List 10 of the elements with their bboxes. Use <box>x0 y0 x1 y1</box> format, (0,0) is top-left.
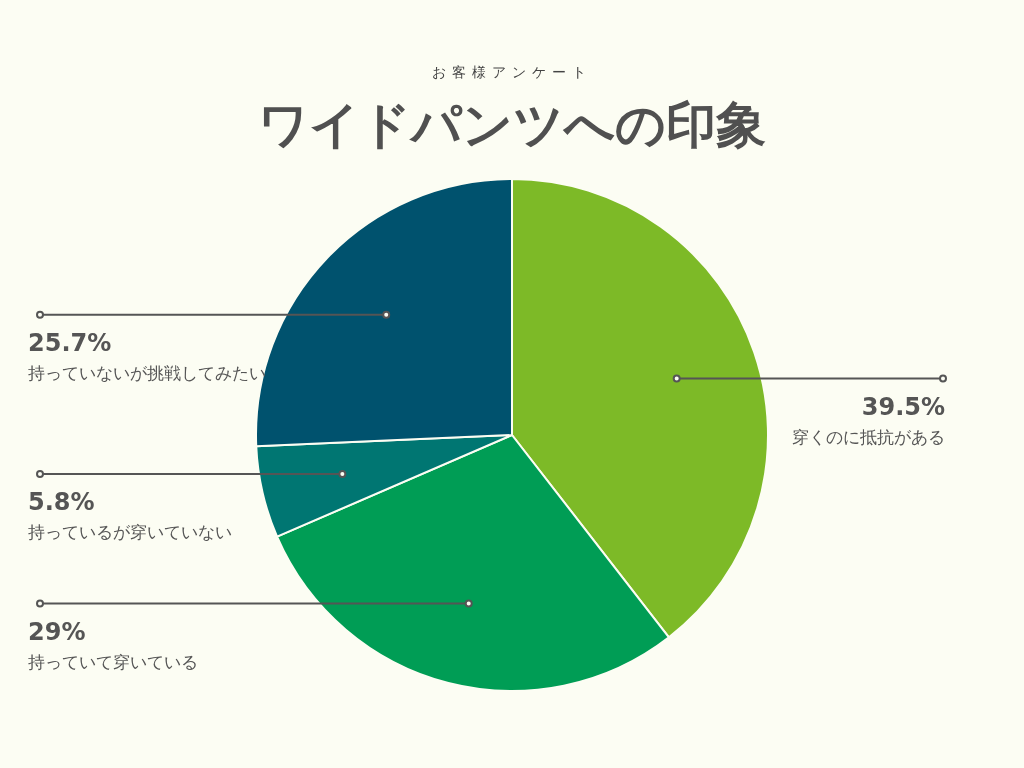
data-label: 25.7% <box>28 328 112 357</box>
slice-label: 穿くのに抵抗がある <box>792 426 945 447</box>
data-label: 39.5% <box>861 392 945 421</box>
slice-label: 持っているが穿いていない <box>28 522 232 543</box>
slice-label: 持っていて穿いている <box>28 651 198 672</box>
chart-title: ワイドパンツへの印象 <box>257 95 767 156</box>
chart-subtitle: お客様アンケート <box>431 64 593 82</box>
data-label: 5.8% <box>28 488 95 517</box>
slice-label: 持っていないが挑戦してみたい <box>28 362 266 383</box>
data-label: 29% <box>28 617 86 646</box>
